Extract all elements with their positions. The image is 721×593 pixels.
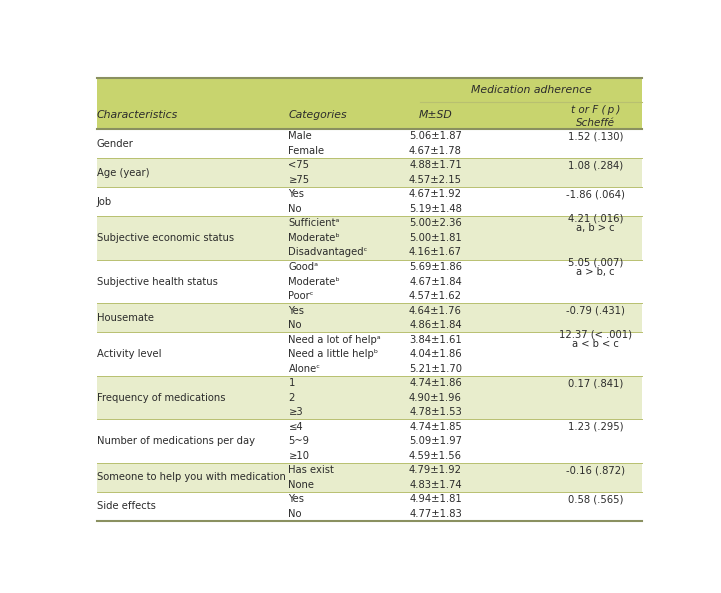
Text: Subjective economic status: Subjective economic status (97, 233, 234, 243)
Text: 5.05 (.007): 5.05 (.007) (567, 257, 623, 267)
Text: Need a little helpᵇ: Need a little helpᵇ (288, 349, 379, 359)
Text: M±SD: M±SD (419, 110, 452, 120)
Text: 4.57±2.15: 4.57±2.15 (409, 175, 462, 185)
Text: 5.00±1.81: 5.00±1.81 (409, 233, 462, 243)
Text: 4.74±1.85: 4.74±1.85 (409, 422, 462, 432)
Text: No: No (288, 320, 302, 330)
Bar (97, 463, 642, 492)
Text: 3.84±1.61: 3.84±1.61 (409, 334, 462, 345)
Text: 1.08 (.284): 1.08 (.284) (567, 161, 623, 170)
Text: a < b < c: a < b < c (572, 339, 619, 349)
Bar (97, 102, 642, 129)
Text: 4.67±1.78: 4.67±1.78 (409, 146, 462, 156)
Text: Sufficientᵃ: Sufficientᵃ (288, 218, 340, 228)
Bar (97, 216, 642, 260)
Text: -0.16 (.872): -0.16 (.872) (566, 465, 625, 475)
Text: 1.23 (.295): 1.23 (.295) (567, 422, 623, 432)
Text: 5.19±1.48: 5.19±1.48 (409, 204, 462, 214)
Text: Job: Job (97, 197, 112, 207)
Text: 4.94±1.81: 4.94±1.81 (409, 494, 462, 504)
Text: 4.79±1.92: 4.79±1.92 (409, 465, 462, 475)
Text: Categories: Categories (288, 110, 347, 120)
Text: -1.86 (.064): -1.86 (.064) (566, 189, 624, 199)
Bar (97, 419, 642, 463)
Text: ≥75: ≥75 (288, 175, 309, 185)
Bar (97, 158, 642, 187)
Text: Frequency of medications: Frequency of medications (97, 393, 226, 403)
Text: Medication adherence: Medication adherence (471, 85, 591, 95)
Bar (97, 129, 642, 158)
Text: Male: Male (288, 132, 312, 141)
Text: 4.88±1.71: 4.88±1.71 (409, 161, 462, 170)
Text: <75: <75 (288, 161, 309, 170)
Text: Has exist: Has exist (288, 465, 335, 475)
Text: None: None (288, 480, 314, 490)
Text: No: No (288, 204, 302, 214)
Text: 4.67±1.92: 4.67±1.92 (409, 189, 462, 199)
Bar (97, 492, 642, 521)
Text: ≤4: ≤4 (288, 422, 303, 432)
Bar (97, 78, 642, 102)
Bar (97, 303, 642, 332)
Text: Gender: Gender (97, 139, 133, 149)
Text: Side effects: Side effects (97, 502, 156, 511)
Text: a, b > c: a, b > c (576, 223, 614, 233)
Text: Scheffé: Scheffé (576, 118, 615, 127)
Text: Poorᶜ: Poorᶜ (288, 291, 314, 301)
Text: 12.37 (< .001): 12.37 (< .001) (559, 330, 632, 340)
Text: 4.59±1.56: 4.59±1.56 (409, 451, 462, 461)
Text: 4.78±1.53: 4.78±1.53 (409, 407, 462, 417)
Text: 5~9: 5~9 (288, 436, 309, 446)
Text: 4.04±1.86: 4.04±1.86 (409, 349, 461, 359)
Text: 4.77±1.83: 4.77±1.83 (409, 509, 462, 519)
Text: 0.17 (.841): 0.17 (.841) (567, 378, 623, 388)
Text: -0.79 (.431): -0.79 (.431) (566, 305, 624, 315)
Bar (97, 332, 642, 376)
Bar (97, 376, 642, 419)
Text: 5.21±1.70: 5.21±1.70 (409, 364, 462, 374)
Text: 4.57±1.62: 4.57±1.62 (409, 291, 462, 301)
Text: Someone to help you with medication: Someone to help you with medication (97, 473, 286, 482)
Text: Moderateᵇ: Moderateᵇ (288, 276, 340, 286)
Text: 4.67±1.84: 4.67±1.84 (409, 276, 462, 286)
Text: 2: 2 (288, 393, 295, 403)
Text: Activity level: Activity level (97, 349, 162, 359)
Text: 5.06±1.87: 5.06±1.87 (409, 132, 462, 141)
Text: t or F ( p ): t or F ( p ) (570, 105, 620, 115)
Text: 4.21 (.016): 4.21 (.016) (567, 214, 623, 224)
Text: 5.09±1.97: 5.09±1.97 (409, 436, 462, 446)
Text: 4.86±1.84: 4.86±1.84 (409, 320, 461, 330)
Bar (97, 187, 642, 216)
Text: ≥10: ≥10 (288, 451, 309, 461)
Text: Yes: Yes (288, 305, 304, 315)
Text: ≥3: ≥3 (288, 407, 303, 417)
Bar (97, 260, 642, 303)
Text: 4.90±1.96: 4.90±1.96 (409, 393, 462, 403)
Text: 4.74±1.86: 4.74±1.86 (409, 378, 462, 388)
Text: Need a lot of helpᵃ: Need a lot of helpᵃ (288, 334, 381, 345)
Text: Aloneᶜ: Aloneᶜ (288, 364, 321, 374)
Text: Female: Female (288, 146, 324, 156)
Text: 4.64±1.76: 4.64±1.76 (409, 305, 462, 315)
Text: Characteristics: Characteristics (97, 110, 178, 120)
Text: Moderateᵇ: Moderateᵇ (288, 233, 340, 243)
Text: 1: 1 (288, 378, 295, 388)
Text: Housemate: Housemate (97, 313, 154, 323)
Text: Yes: Yes (288, 189, 304, 199)
Text: 1.52 (.130): 1.52 (.130) (567, 132, 623, 141)
Text: 5.69±1.86: 5.69±1.86 (409, 262, 462, 272)
Text: Age (year): Age (year) (97, 168, 149, 178)
Text: Disadvantagedᶜ: Disadvantagedᶜ (288, 247, 368, 257)
Text: a > b, c: a > b, c (576, 267, 614, 276)
Text: Subjective health status: Subjective health status (97, 276, 218, 286)
Text: 5.00±2.36: 5.00±2.36 (409, 218, 462, 228)
Text: Yes: Yes (288, 494, 304, 504)
Text: Goodᵃ: Goodᵃ (288, 262, 319, 272)
Text: Number of medications per day: Number of medications per day (97, 436, 255, 446)
Text: No: No (288, 509, 302, 519)
Text: 4.16±1.67: 4.16±1.67 (409, 247, 462, 257)
Text: 0.58 (.565): 0.58 (.565) (567, 494, 623, 504)
Text: 4.83±1.74: 4.83±1.74 (409, 480, 461, 490)
